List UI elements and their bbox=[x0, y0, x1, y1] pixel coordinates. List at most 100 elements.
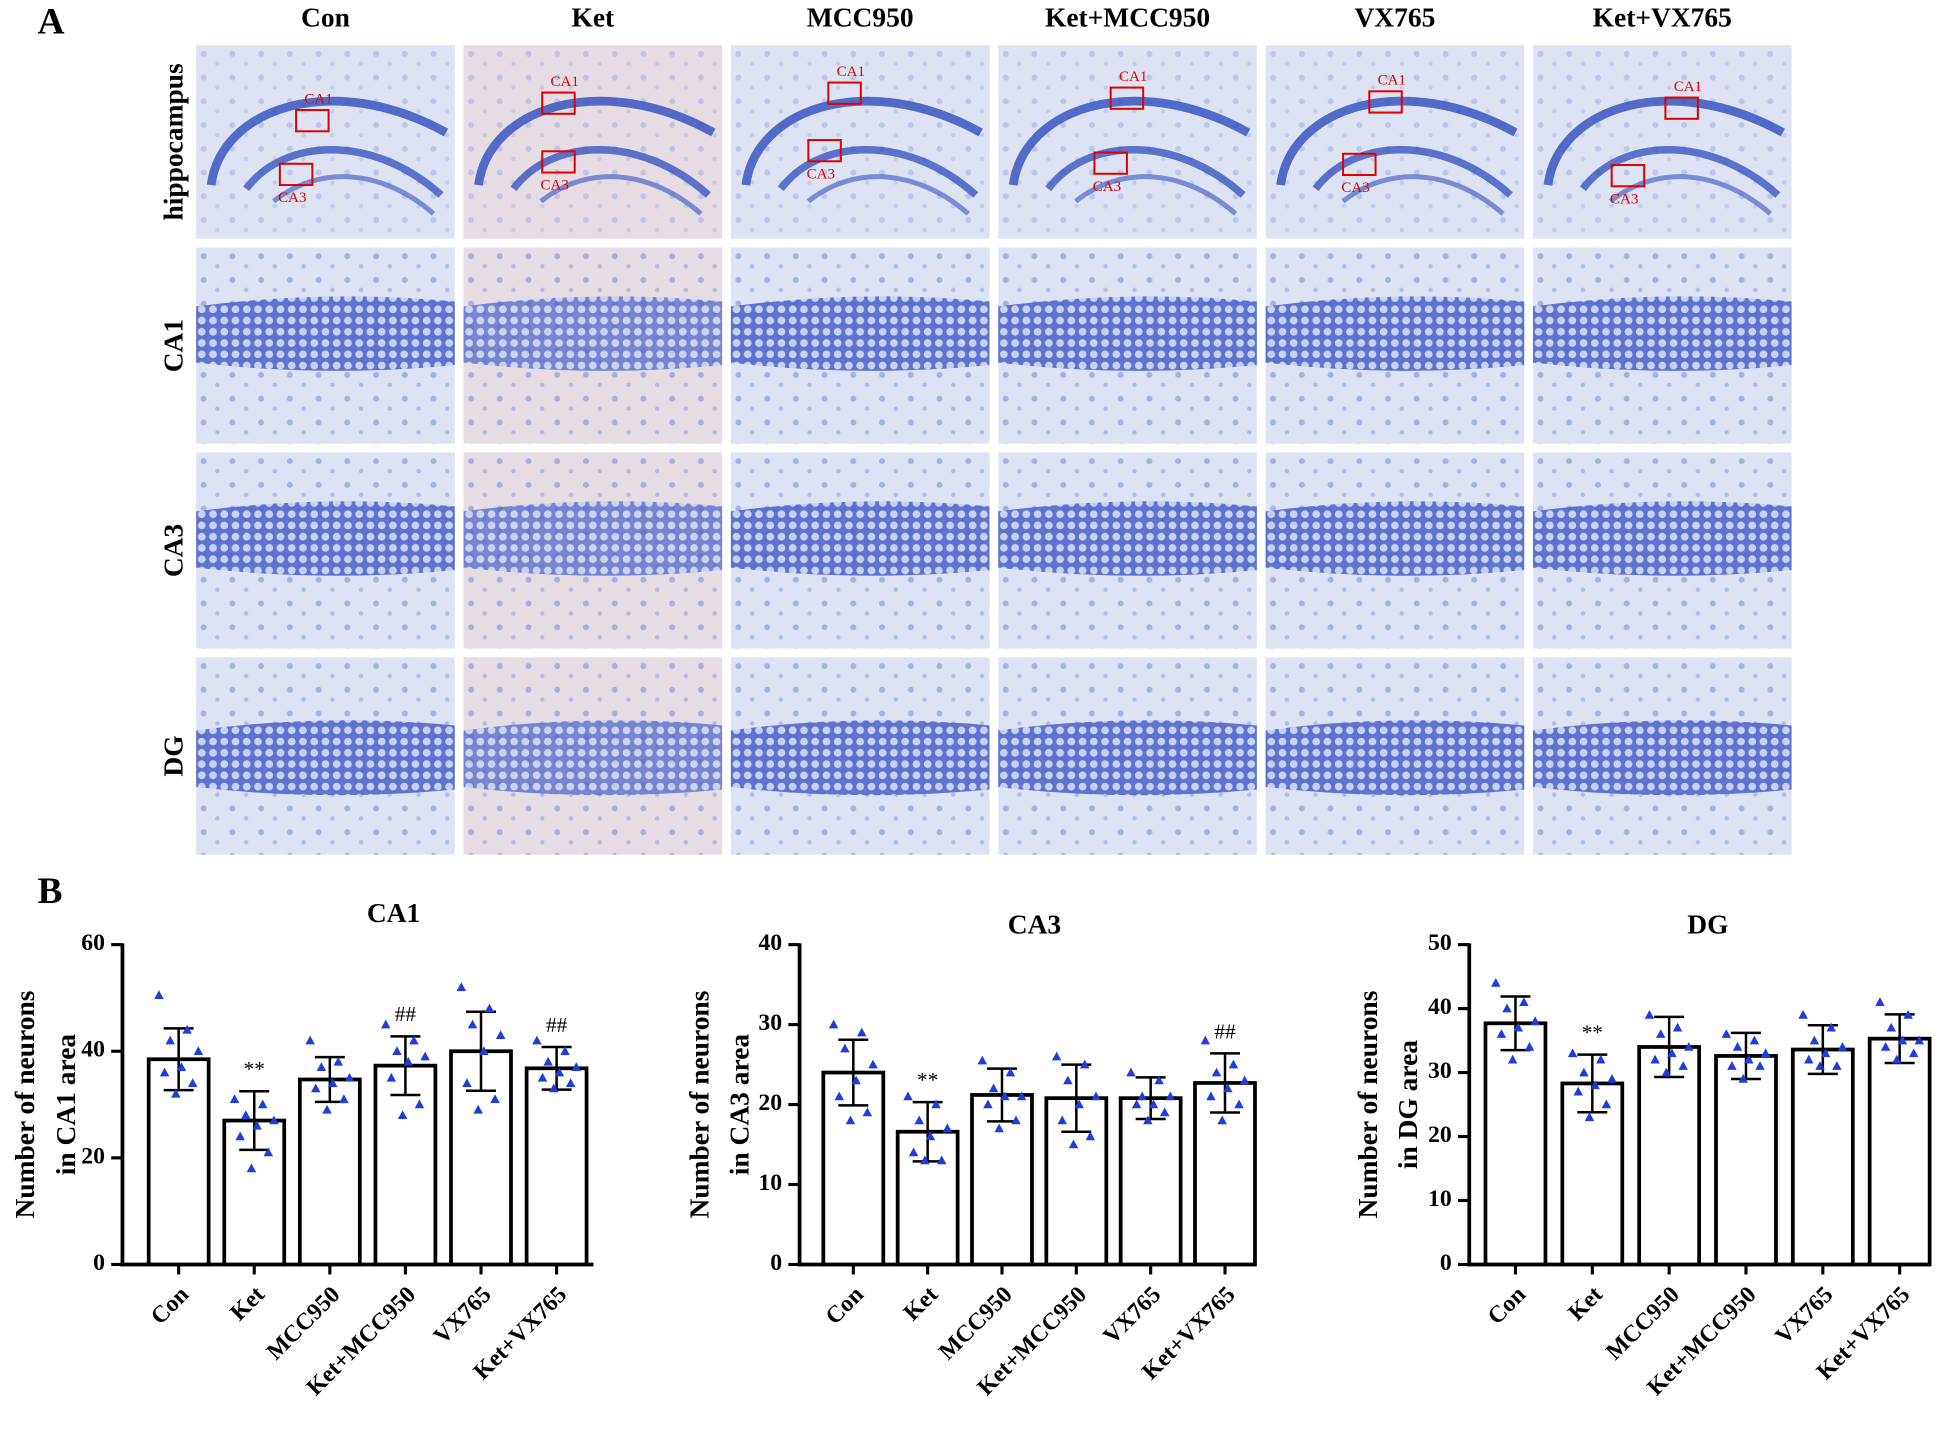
data-point bbox=[1211, 1067, 1222, 1077]
data-point bbox=[571, 1062, 582, 1071]
data-point bbox=[182, 1024, 192, 1034]
micrograph bbox=[730, 247, 990, 444]
data-point bbox=[462, 1078, 472, 1087]
data-point bbox=[154, 990, 164, 1000]
tissue-texture bbox=[463, 45, 723, 239]
data-point bbox=[1875, 997, 1885, 1006]
tissue-texture bbox=[196, 45, 455, 239]
data-point bbox=[1826, 1022, 1837, 1032]
data-point bbox=[1091, 1091, 1101, 1101]
hippocampus-shape bbox=[806, 174, 970, 216]
data-point bbox=[1832, 1061, 1842, 1070]
data-point bbox=[1143, 1115, 1153, 1125]
region-box bbox=[1109, 86, 1145, 110]
region-box bbox=[295, 109, 330, 133]
column-label: MCC950 bbox=[807, 2, 914, 32]
micrograph bbox=[730, 452, 990, 649]
data-point bbox=[235, 1131, 245, 1141]
cell-layer bbox=[730, 296, 990, 371]
data-point bbox=[386, 1072, 397, 1082]
data-point bbox=[862, 1107, 873, 1117]
bar bbox=[1483, 1021, 1548, 1267]
data-point bbox=[994, 1123, 1004, 1133]
row-label: hippocampus bbox=[158, 63, 188, 221]
data-point bbox=[171, 1088, 181, 1098]
y-tick-label: 0 bbox=[1440, 1250, 1452, 1276]
data-point bbox=[840, 1043, 850, 1053]
micrograph bbox=[1265, 247, 1525, 444]
data-point bbox=[549, 1083, 559, 1093]
data-point bbox=[537, 1072, 548, 1082]
hippocampus-shape bbox=[1074, 174, 1238, 216]
data-point bbox=[1519, 997, 1529, 1006]
region-box bbox=[807, 139, 842, 163]
bar bbox=[1867, 1036, 1932, 1267]
cell-layer bbox=[998, 501, 1257, 576]
data-point bbox=[473, 1104, 483, 1114]
data-point bbox=[263, 1147, 274, 1157]
micrograph bbox=[196, 452, 455, 649]
cell-layer bbox=[463, 501, 723, 576]
x-tick-label: Ket bbox=[899, 1282, 944, 1327]
hippocampus-shape bbox=[1008, 96, 1251, 186]
significance-label: ## bbox=[395, 1002, 417, 1026]
panel-label: B bbox=[37, 871, 62, 912]
data-point bbox=[1234, 1099, 1244, 1109]
significance-label: ** bbox=[244, 1057, 265, 1081]
y-tick-label: 30 bbox=[1428, 1058, 1452, 1084]
chart-title: CA1 bbox=[367, 898, 420, 928]
data-point bbox=[983, 1099, 993, 1109]
hippocampus-shape bbox=[474, 96, 716, 186]
data-point bbox=[834, 1091, 845, 1101]
data-point bbox=[1732, 1041, 1743, 1051]
tissue-texture bbox=[1532, 45, 1792, 239]
hippocampus-shape bbox=[1276, 96, 1518, 186]
micrograph bbox=[1532, 452, 1792, 649]
data-point bbox=[1760, 1048, 1771, 1058]
data-point bbox=[420, 1051, 430, 1061]
micrograph bbox=[998, 452, 1257, 649]
y-axis-label: in CA3 area bbox=[724, 1034, 754, 1176]
data-point bbox=[165, 1035, 175, 1045]
region-box bbox=[278, 162, 314, 187]
micrograph: CA1 CA3 bbox=[1265, 45, 1525, 239]
data-point bbox=[1744, 1054, 1754, 1064]
y-tick-label: 20 bbox=[1428, 1122, 1452, 1148]
y-tick-label: 0 bbox=[770, 1250, 782, 1276]
data-point bbox=[845, 1115, 856, 1125]
data-point bbox=[176, 1062, 187, 1071]
data-point bbox=[1667, 1048, 1677, 1058]
micrograph bbox=[196, 657, 455, 855]
data-point bbox=[1880, 1041, 1891, 1051]
data-point bbox=[1650, 1054, 1660, 1064]
micrograph bbox=[463, 657, 723, 855]
data-point bbox=[1684, 1041, 1694, 1051]
data-point bbox=[1837, 1041, 1848, 1051]
column-label: Ket+VX765 bbox=[1593, 2, 1732, 32]
data-point bbox=[327, 1078, 338, 1087]
data-point bbox=[241, 1110, 251, 1119]
data-point bbox=[1085, 1131, 1096, 1141]
x-tick-label: VX765 bbox=[1771, 1282, 1839, 1350]
data-point bbox=[344, 1072, 355, 1082]
data-point bbox=[1804, 1054, 1814, 1064]
data-point bbox=[1601, 1099, 1612, 1109]
data-point bbox=[1738, 1073, 1748, 1083]
data-point bbox=[1655, 1029, 1666, 1038]
row-label: CA1 bbox=[158, 319, 188, 372]
data-point bbox=[479, 1046, 489, 1055]
tissue-texture bbox=[730, 45, 990, 239]
cell-layer bbox=[463, 720, 723, 796]
data-point bbox=[868, 1059, 878, 1069]
region-label: CA3 bbox=[278, 190, 306, 206]
data-point bbox=[1154, 1075, 1164, 1085]
data-point bbox=[397, 1110, 408, 1119]
region-box bbox=[1093, 151, 1128, 175]
bar bbox=[146, 1057, 211, 1267]
data-point bbox=[1903, 1009, 1913, 1019]
data-point bbox=[380, 1019, 391, 1029]
region-label: CA3 bbox=[1093, 179, 1121, 195]
hippocampus-shape bbox=[272, 174, 436, 216]
data-point bbox=[311, 1083, 321, 1093]
